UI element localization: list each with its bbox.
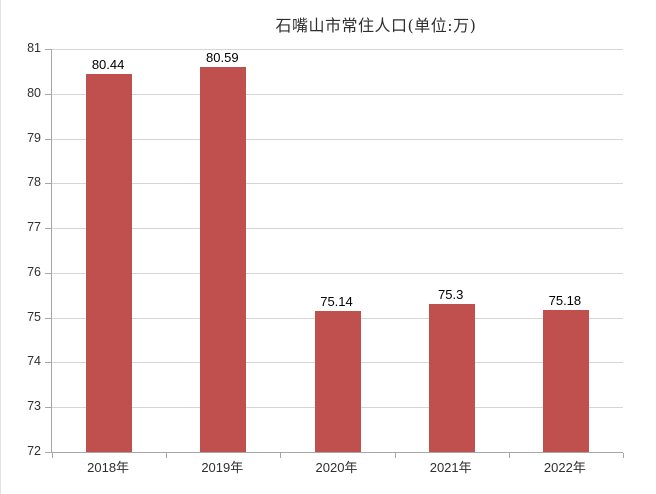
y-axis-label: 72 xyxy=(27,444,41,458)
y-axis-label: 76 xyxy=(27,265,41,279)
y-axis-label: 80 xyxy=(27,86,41,100)
bar-value-label: 75.3 xyxy=(438,287,464,302)
gridline xyxy=(52,49,623,50)
y-axis-tick xyxy=(45,139,52,140)
x-axis-label: 2018年 xyxy=(87,460,130,475)
y-axis-tick xyxy=(45,318,52,319)
y-axis-label: 79 xyxy=(27,131,41,145)
bar-value-label: 75.14 xyxy=(320,294,353,309)
bar-2020年 xyxy=(315,311,361,452)
gridline xyxy=(52,183,623,184)
bar-value-label: 75.18 xyxy=(548,293,582,308)
y-axis-tick xyxy=(45,452,52,453)
x-axis-label: 2019年 xyxy=(201,460,244,475)
gridline xyxy=(52,228,623,229)
x-axis-label: 2022年 xyxy=(543,460,586,475)
gridline xyxy=(52,94,623,95)
y-axis-label: 74 xyxy=(27,354,41,368)
bar-value-label: 80.59 xyxy=(206,50,239,65)
x-axis-label: 2021年 xyxy=(429,460,472,475)
y-axis-tick xyxy=(45,228,52,229)
y-axis-tick xyxy=(45,362,52,363)
y-axis-tick xyxy=(45,407,52,408)
y-axis-tick xyxy=(45,183,52,184)
bar-2022年 xyxy=(543,310,589,452)
plot-area xyxy=(45,49,624,458)
y-axis-tick xyxy=(45,273,52,274)
bar-2019年 xyxy=(200,67,246,452)
x-axis-label: 2020年 xyxy=(315,460,358,475)
y-axis-label: 77 xyxy=(27,220,41,234)
bar-2021年 xyxy=(429,304,475,452)
y-axis-label: 73 xyxy=(27,399,41,413)
gridline xyxy=(52,139,623,140)
x-axis-tick xyxy=(280,453,281,458)
y-axis-tick xyxy=(45,49,52,50)
y-axis-tick xyxy=(45,94,52,95)
y-axis-label: 81 xyxy=(27,41,41,55)
chart-title: 石嘴山市常住人口(单位:万) xyxy=(275,16,477,35)
x-axis-tick xyxy=(509,453,510,458)
y-axis-label: 78 xyxy=(27,175,41,189)
x-axis-tick xyxy=(395,453,396,458)
y-axis-label: 75 xyxy=(27,310,41,324)
bar-2018年 xyxy=(86,74,132,452)
x-axis-tick xyxy=(52,453,53,458)
gridline xyxy=(52,273,623,274)
bar-value-label: 80.44 xyxy=(91,57,125,72)
x-axis-tick xyxy=(166,453,167,458)
x-axis-tick xyxy=(623,453,624,458)
